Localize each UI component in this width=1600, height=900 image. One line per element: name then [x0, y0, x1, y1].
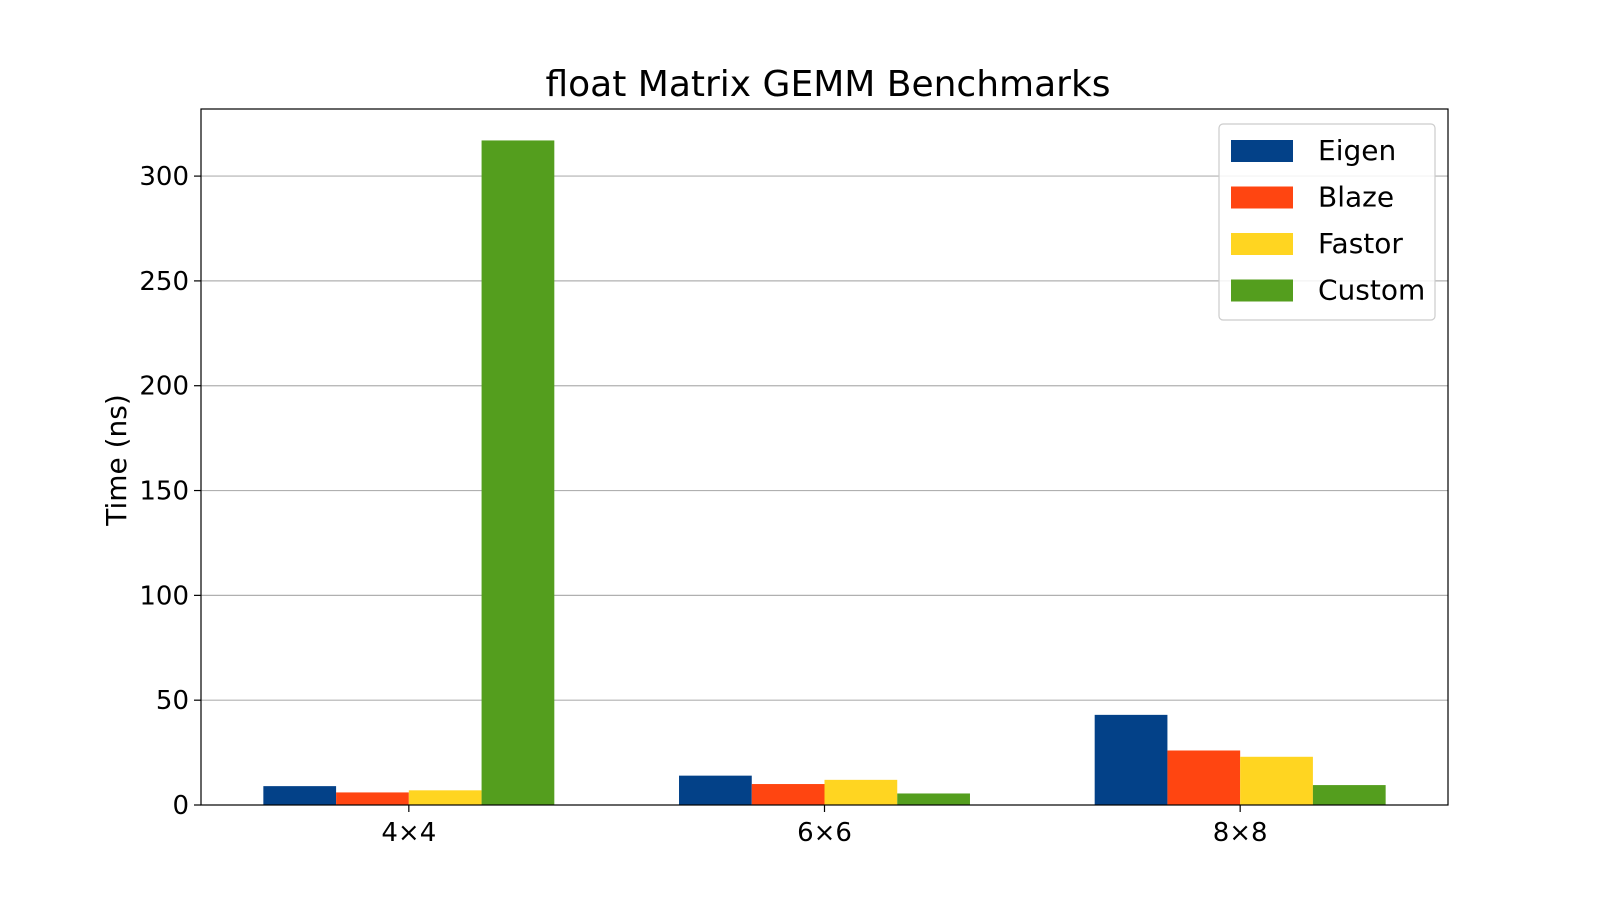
x-tick-label: 4×4 [381, 818, 436, 848]
bar-eigen-2 [1094, 714, 1168, 805]
y-axis-ticks: 0 50 100 150 200 250 300 [139, 162, 201, 821]
legend-label-fastor: Fastor [1318, 227, 1403, 260]
legend: Eigen Blaze Fastor Custom [1218, 123, 1436, 321]
bar-blaze-1 [751, 784, 825, 805]
gridlines [201, 175, 1448, 701]
y-tick-label: 150 [139, 477, 189, 507]
legend-swatch-fastor [1231, 233, 1293, 255]
legend-label-custom: Custom [1318, 274, 1425, 307]
legend-swatch-blaze [1231, 186, 1293, 209]
bar-eigen-1 [679, 775, 752, 805]
bar-fastor-1 [824, 779, 898, 805]
chart-title: float Matrix GEMM Benchmarks [545, 64, 1110, 105]
y-tick-label: 300 [139, 162, 189, 192]
bar-fastor-2 [1240, 756, 1313, 805]
y-tick-label: 250 [139, 267, 189, 297]
bar-blaze-2 [1167, 750, 1241, 805]
x-axis-ticks: 4×4 6×6 8×8 [381, 805, 1268, 848]
bar-blaze-0 [336, 792, 409, 805]
bars [263, 140, 1386, 805]
y-tick-label: 0 [172, 791, 189, 821]
bar-custom-1 [897, 793, 970, 805]
bar-custom-2 [1312, 785, 1386, 805]
y-tick-label: 200 [139, 372, 189, 402]
bar-custom-0 [481, 140, 555, 805]
y-tick-label: 100 [139, 581, 189, 611]
legend-label-blaze: Blaze [1318, 181, 1394, 214]
y-tick-label: 50 [156, 686, 189, 716]
bar-fastor-0 [408, 790, 482, 805]
legend-box [1218, 123, 1436, 321]
x-tick-label: 6×6 [797, 818, 852, 848]
y-axis-label: Time (ns) [100, 394, 133, 527]
x-tick-label: 8×8 [1213, 818, 1268, 848]
legend-label-eigen: Eigen [1318, 134, 1396, 167]
legend-swatch-eigen [1231, 140, 1293, 162]
bar-eigen-0 [263, 786, 337, 805]
legend-swatch-custom [1231, 279, 1293, 302]
